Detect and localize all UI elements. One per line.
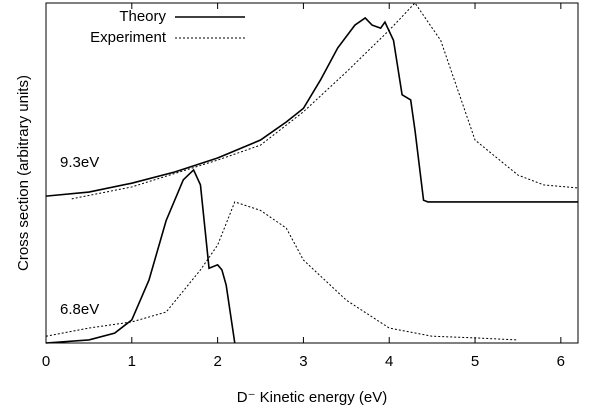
series-line <box>45 168 236 344</box>
series-line <box>45 16 578 203</box>
x-tick-label: 6 <box>557 353 565 370</box>
x-tick-label: 2 <box>213 353 221 370</box>
legend-label: Experiment <box>90 29 167 46</box>
legend-label: Theory <box>119 8 166 25</box>
series-line <box>45 201 518 341</box>
annotation: 6.8eV <box>60 301 99 318</box>
x-tick-label: 1 <box>128 353 136 370</box>
x-tick-label: 0 <box>42 353 50 370</box>
plot-frame <box>45 2 579 344</box>
x-tick-label: 4 <box>385 353 393 370</box>
y-axis-label: Cross section (arbitrary units) <box>15 75 32 271</box>
x-tick-label: 5 <box>471 353 479 370</box>
x-tick-label: 3 <box>299 353 307 370</box>
series-line <box>71 2 579 200</box>
x-axis-label: D⁻ Kinetic energy (eV) <box>237 389 387 406</box>
annotation: 9.3eV <box>60 154 99 171</box>
